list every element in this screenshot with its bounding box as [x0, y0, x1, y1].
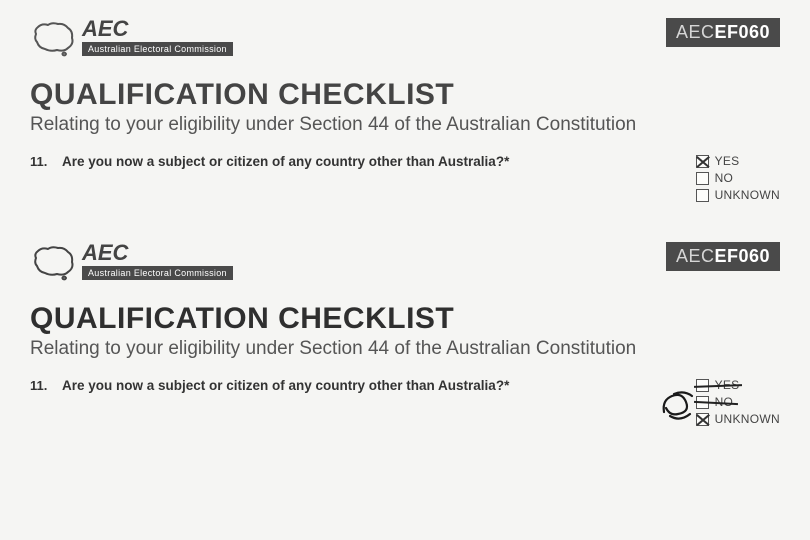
- form-copy-1: AEC Australian Electoral Commission AECE…: [0, 0, 810, 212]
- form-code-prefix: AEC: [676, 22, 715, 42]
- page-subtitle: Relating to your eligibility under Secti…: [30, 338, 780, 360]
- logo-full-name: Australian Electoral Commission: [82, 42, 233, 56]
- form-code-number: EF060: [714, 22, 770, 42]
- question-row: 11. Are you now a subject or citizen of …: [30, 154, 780, 202]
- question-number: 11.: [30, 154, 62, 169]
- title-block: QUALIFICATION CHECKLIST Relating to your…: [30, 302, 780, 360]
- logo-abbr: AEC: [82, 242, 233, 264]
- title-block: QUALIFICATION CHECKLIST Relating to your…: [30, 78, 780, 136]
- option-label-no: NO: [715, 395, 734, 409]
- page-title: QUALIFICATION CHECKLIST: [30, 78, 780, 112]
- option-no: NO: [696, 171, 780, 185]
- option-yes: YES: [696, 378, 780, 392]
- checkbox-unknown[interactable]: [696, 413, 709, 426]
- logo-abbr: AEC: [82, 18, 233, 40]
- option-label-unknown: UNKNOWN: [715, 188, 780, 202]
- option-unknown: UNKNOWN: [696, 188, 780, 202]
- option-unknown: UNKNOWN: [696, 412, 780, 426]
- options-group: YES NO UNKNOWN: [696, 378, 780, 426]
- checkbox-no[interactable]: [696, 396, 709, 409]
- header-row: AEC Australian Electoral Commission AECE…: [30, 18, 780, 58]
- checkbox-unknown[interactable]: [696, 189, 709, 202]
- option-label-unknown: UNKNOWN: [715, 412, 780, 426]
- form-code-badge: AECEF060: [666, 18, 780, 47]
- checkbox-yes[interactable]: [696, 155, 709, 168]
- option-yes: YES: [696, 154, 780, 168]
- option-label-no: NO: [715, 171, 734, 185]
- question-text: Are you now a subject or citizen of any …: [62, 154, 680, 169]
- aec-logo-block: AEC Australian Electoral Commission: [30, 242, 233, 282]
- options-group: YES NO UNKNOWN: [696, 154, 780, 202]
- form-code-number: EF060: [714, 246, 770, 266]
- form-code-prefix: AEC: [676, 246, 715, 266]
- page-title: QUALIFICATION CHECKLIST: [30, 302, 780, 336]
- australia-map-icon: [30, 18, 76, 58]
- form-code-badge: AECEF060: [666, 242, 780, 271]
- question-text: Are you now a subject or citizen of any …: [62, 378, 680, 393]
- question-number: 11.: [30, 378, 62, 393]
- option-no: NO: [696, 395, 780, 409]
- aec-logo-block: AEC Australian Electoral Commission: [30, 18, 233, 58]
- option-label-yes: YES: [715, 154, 740, 168]
- page-subtitle: Relating to your eligibility under Secti…: [30, 114, 780, 136]
- form-copy-2: AEC Australian Electoral Commission AECE…: [0, 212, 810, 436]
- logo-full-name: Australian Electoral Commission: [82, 266, 233, 280]
- checkbox-no[interactable]: [696, 172, 709, 185]
- checkbox-yes[interactable]: [696, 379, 709, 392]
- australia-map-icon: [30, 242, 76, 282]
- question-row: 11. Are you now a subject or citizen of …: [30, 378, 780, 426]
- option-label-yes: YES: [715, 378, 740, 392]
- header-row: AEC Australian Electoral Commission AECE…: [30, 242, 780, 282]
